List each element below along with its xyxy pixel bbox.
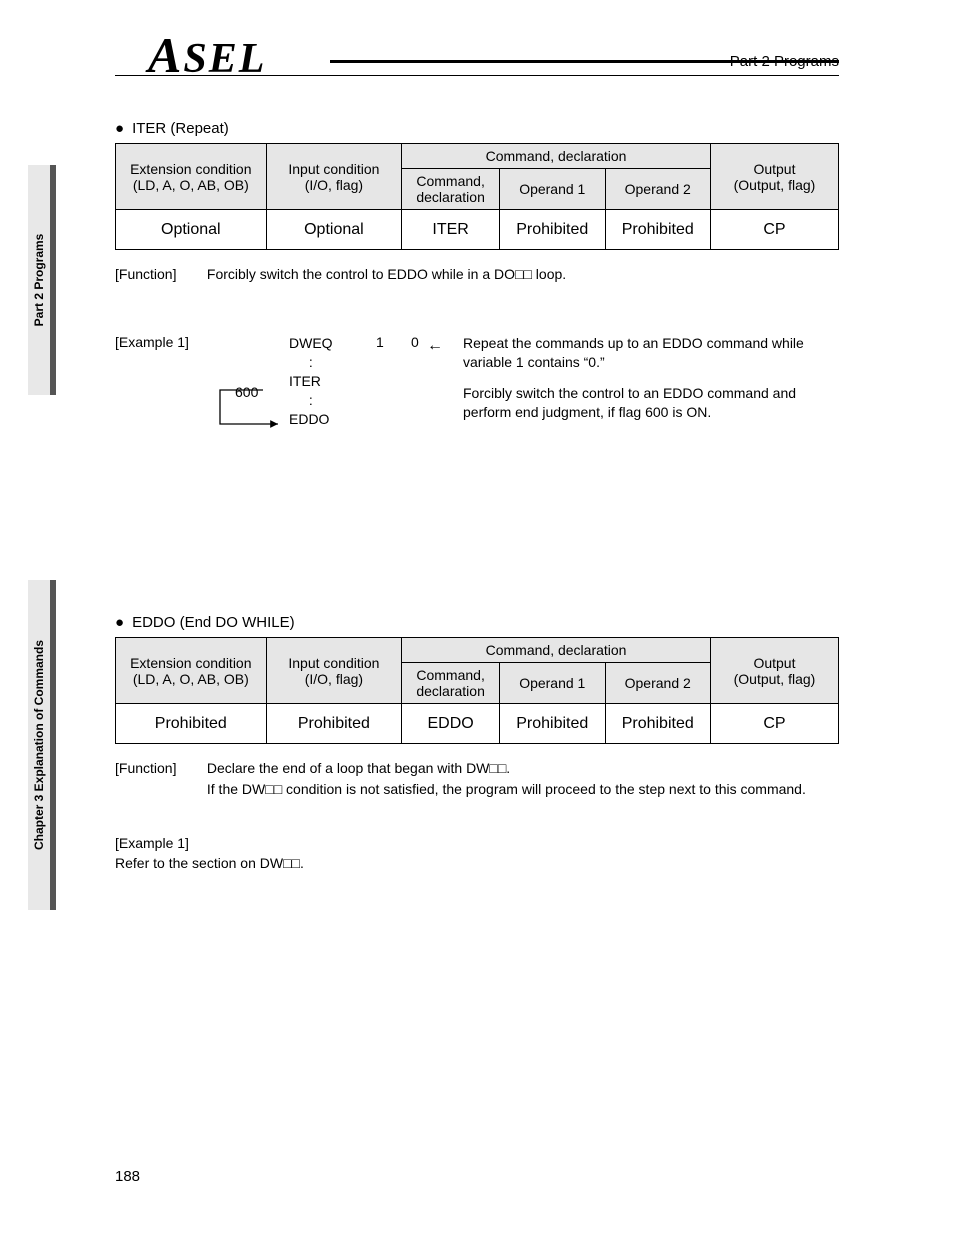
td-op2: Prohibited xyxy=(605,704,710,744)
th-input: Input condition(I/O, flag) xyxy=(266,144,402,210)
loop-arrow-icon xyxy=(208,384,288,434)
th-op1: Operand 1 xyxy=(500,169,605,210)
th-output: Output(Output, flag) xyxy=(710,638,838,704)
th-op1: Operand 1 xyxy=(500,663,605,704)
th-op2: Operand 2 xyxy=(605,169,710,210)
th-extension: Extension condition(LD, A, O, AB, OB) xyxy=(116,638,267,704)
td-out: CP xyxy=(710,210,838,250)
function-label: [Function] xyxy=(115,758,203,778)
th-cmd: Command,declaration xyxy=(402,663,500,704)
cmd-line: DWEQ xyxy=(289,334,333,353)
header-part-label: Part 2 Programs xyxy=(730,53,839,70)
cmd-line: EDDO xyxy=(289,410,333,429)
side-tab-chapter: Chapter 3 Explanation of Commands xyxy=(28,580,56,910)
th-extension: Extension condition(LD, A, O, AB, OB) xyxy=(116,144,267,210)
page-number: 188 xyxy=(115,1168,140,1185)
function-block: [Function] Declare the end of a loop tha… xyxy=(115,758,839,799)
command-table: Extension condition(LD, A, O, AB, OB) In… xyxy=(115,143,839,250)
example-label: [Example 1] xyxy=(115,334,189,350)
cmd-line: : xyxy=(289,391,333,410)
header-rule-thin xyxy=(115,75,839,76)
section-eddo: EDDO (End DO WHILE) Extension condition(… xyxy=(115,614,839,873)
th-input: Input condition(I/O, flag) xyxy=(266,638,402,704)
example-text: Refer to the section on DW□□. xyxy=(115,853,739,873)
side-tab-chapter-label: Chapter 3 Explanation of Commands xyxy=(32,640,46,850)
th-cmd: Command,declaration xyxy=(402,169,500,210)
td-cmd: ITER xyxy=(402,210,500,250)
td-out: CP xyxy=(710,704,838,744)
section-iter: ITER (Repeat) Extension condition(LD, A,… xyxy=(115,120,839,444)
th-output: Output(Output, flag) xyxy=(710,144,838,210)
td-ext: Optional xyxy=(116,210,267,250)
td-cmd: EDDO xyxy=(402,704,500,744)
example-block: [Example 1] 600 DWEQ : ITER : EDDO 1 0 ←… xyxy=(115,334,839,444)
command-table: Extension condition(LD, A, O, AB, OB) In… xyxy=(115,637,839,744)
td-inp: Prohibited xyxy=(266,704,402,744)
function-block: [Function] Forcibly switch the control t… xyxy=(115,264,839,284)
section-title: ITER (Repeat) xyxy=(115,120,839,137)
example-desc-1: Repeat the commands up to an EDDO comman… xyxy=(463,334,839,372)
example-desc-2: Forcibly switch the control to an EDDO c… xyxy=(463,384,839,422)
example-op2: 0 xyxy=(411,334,419,350)
th-op2: Operand 2 xyxy=(605,663,710,704)
td-op1: Prohibited xyxy=(500,704,605,744)
function-text: Declare the end of a loop that began wit… xyxy=(207,758,831,799)
example-label: [Example 1] xyxy=(115,833,223,853)
arrow-left-icon: ← xyxy=(427,337,443,355)
side-tab-part-label: Part 2 Programs xyxy=(32,234,46,327)
side-tab-part: Part 2 Programs xyxy=(28,165,56,395)
function-label: [Function] xyxy=(115,264,203,284)
td-ext: Prohibited xyxy=(116,704,267,744)
td-op2: Prohibited xyxy=(605,210,710,250)
cmd-line: : xyxy=(289,353,333,372)
cmd-line: ITER xyxy=(289,372,333,391)
td-inp: Optional xyxy=(266,210,402,250)
example-op1: 1 xyxy=(376,334,384,350)
example-cmds: DWEQ : ITER : EDDO xyxy=(289,334,333,428)
example-block-2: [Example 1] Refer to the section on DW□□… xyxy=(115,833,839,874)
td-op1: Prohibited xyxy=(500,210,605,250)
th-cmd-decl: Command, declaration xyxy=(402,144,711,169)
section-title: EDDO (End DO WHILE) xyxy=(115,614,839,631)
function-text: Forcibly switch the control to EDDO whil… xyxy=(207,264,831,284)
th-cmd-decl: Command, declaration xyxy=(402,638,711,663)
content-area: ITER (Repeat) Extension condition(LD, A,… xyxy=(115,120,839,1043)
